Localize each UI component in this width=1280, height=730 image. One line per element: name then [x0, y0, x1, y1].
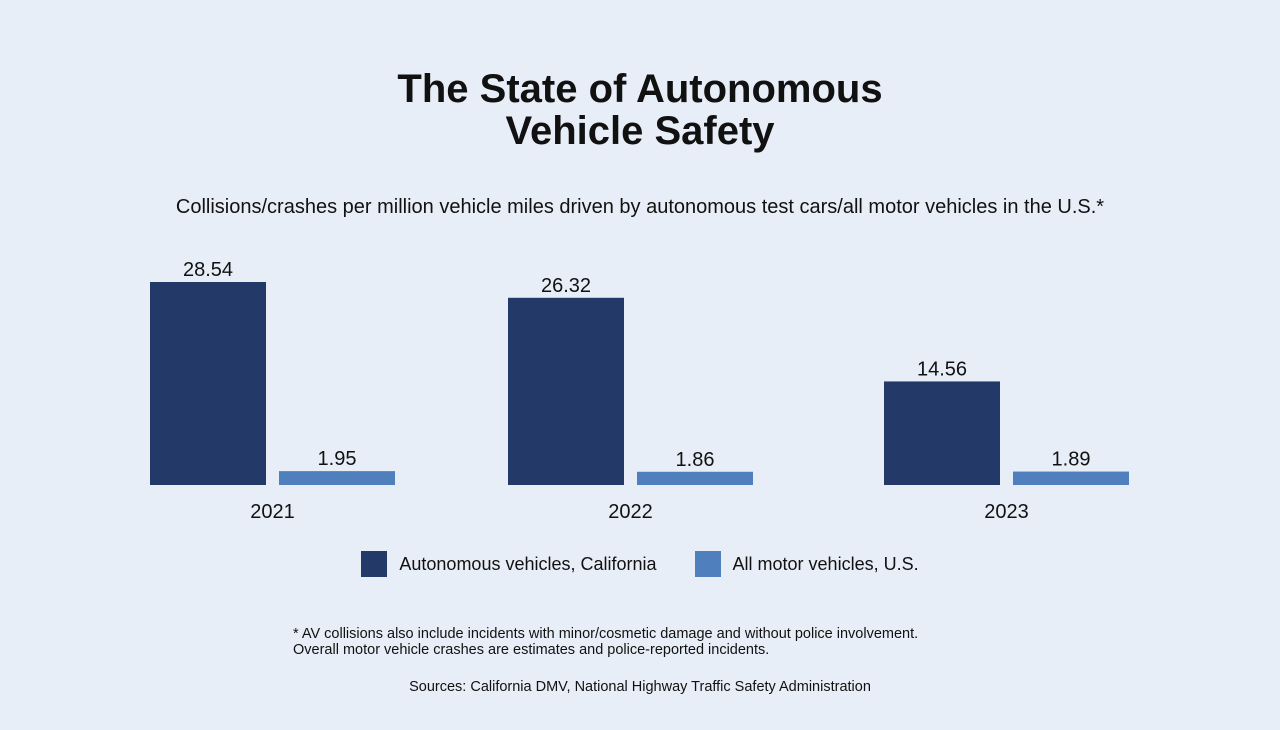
bar-2022-all-vehicles [637, 471, 753, 485]
data-label-2023-autonomous: 14.56 [917, 358, 967, 380]
chart-subtitle: Collisions/crashes per million vehicle m… [175, 196, 1105, 218]
data-label-2023-all-vehicles: 1.89 [1052, 449, 1091, 471]
data-label-2021-all-vehicles: 1.95 [318, 448, 357, 470]
legend-swatch-autonomous [361, 551, 388, 577]
bar-2022-autonomous [508, 297, 624, 485]
legend-label-all-vehicles: All motor vehicles, U.S. [732, 553, 919, 574]
legend-swatch-all-vehicles [694, 551, 721, 577]
bar-2021-autonomous [150, 282, 266, 485]
legend-item-all-vehicles: All motor vehicles, U.S. [694, 551, 919, 577]
title-line-2: Vehicle Safety [505, 109, 775, 153]
footnote: * AV collisions also include incidents w… [293, 626, 918, 658]
x-tick-label-2023: 2023 [984, 501, 1029, 523]
data-label-2021-autonomous: 28.54 [183, 259, 233, 281]
x-tick-label-2022: 2022 [608, 501, 653, 523]
bar-2023-all-vehicles [1013, 471, 1129, 485]
data-label-2022-all-vehicles: 1.86 [676, 449, 715, 471]
chart-title: The State of Autonomous Vehicle Safety [0, 68, 1280, 152]
x-tick-label-2021: 2021 [250, 501, 295, 523]
footnote-line-2: Overall motor vehicle crashes are estima… [293, 642, 770, 658]
bar-2023-autonomous [884, 381, 1000, 485]
footnote-line-1: * AV collisions also include incidents w… [293, 626, 919, 642]
legend-label-autonomous: Autonomous vehicles, California [399, 553, 657, 574]
legend-item-autonomous: Autonomous vehicles, California [361, 551, 657, 577]
data-label-2022-autonomous: 26.32 [541, 275, 591, 297]
sources: Sources: California DMV, National Highwa… [409, 679, 871, 695]
legend: Autonomous vehicles, California All moto… [0, 551, 1280, 577]
bar-2021-all-vehicles [279, 471, 395, 485]
title-line-1: The State of Autonomous [397, 67, 883, 111]
